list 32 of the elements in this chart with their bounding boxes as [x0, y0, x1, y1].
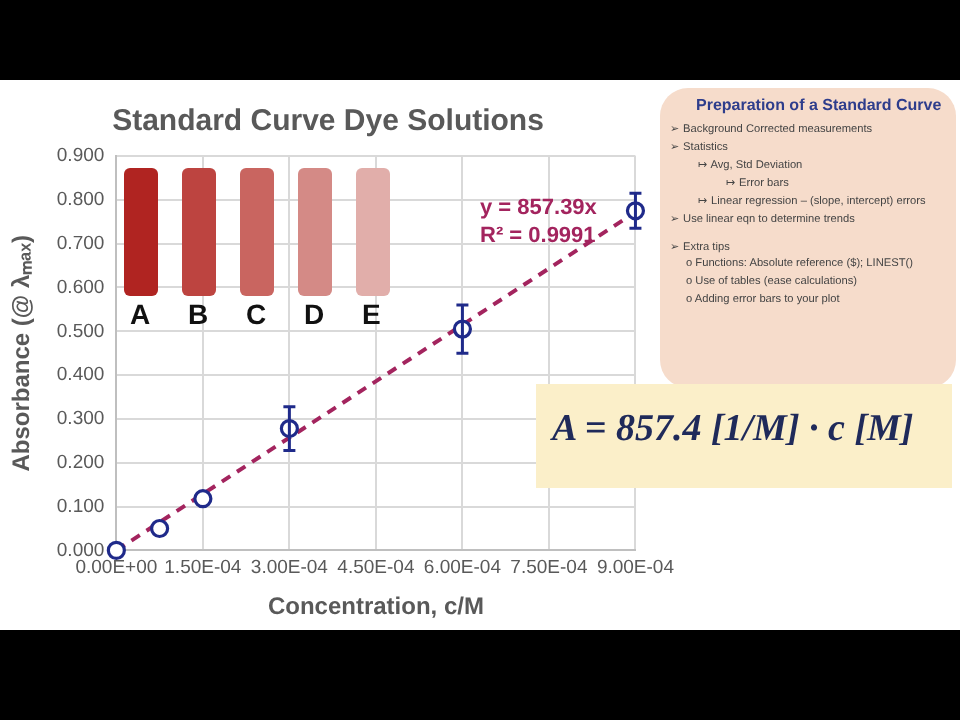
y-tick-label: 0.000: [56, 539, 105, 562]
x-tick-label: 1.50E-04: [164, 557, 242, 580]
annotation: C: [246, 298, 267, 330]
x-tick-label: 0.00E+00: [75, 557, 158, 580]
x-axis-title: Concentration, c/M: [267, 592, 484, 621]
x-tick-label: 4.50E-04: [337, 557, 415, 580]
y-tick-label: 0.700: [56, 232, 105, 255]
chart-title: Standard Curve Dye Solutions: [112, 104, 544, 139]
annotation: B: [188, 298, 209, 330]
annotation: R² = 0.9991: [480, 224, 596, 248]
annotation: E: [362, 298, 381, 330]
y-tick-label: 0.200: [56, 452, 105, 475]
y-tick-label: 0.800: [56, 189, 105, 212]
x-tick-label: 3.00E-04: [250, 557, 328, 580]
x-tick-label: 6.00E-04: [423, 557, 501, 580]
y-tick-label: 0.400: [56, 364, 105, 387]
y-tick-label: 0.300: [56, 408, 105, 431]
x-tick-label: 7.50E-04: [510, 557, 588, 580]
annotation: y = 857.39x: [480, 196, 597, 220]
text: Preparation of a Standard Curve: [696, 96, 942, 114]
y-tick-label: 0.500: [56, 320, 105, 343]
y-tick-label: 0.900: [56, 145, 105, 168]
y-tick-label: 0.600: [56, 276, 105, 299]
annotation: D: [304, 298, 325, 330]
point: [150, 518, 170, 539]
annotation: A: [130, 298, 151, 330]
annotation: A = 857.4 [1/M] · c [M]: [552, 408, 914, 452]
y-tick-label: 0.100: [56, 495, 105, 518]
point: [193, 489, 213, 509]
x-tick-label: 9.00E-04: [596, 557, 675, 580]
y-axis-title: Absorbance (@ λₘₐₓ): [7, 234, 36, 472]
point: [106, 540, 126, 560]
